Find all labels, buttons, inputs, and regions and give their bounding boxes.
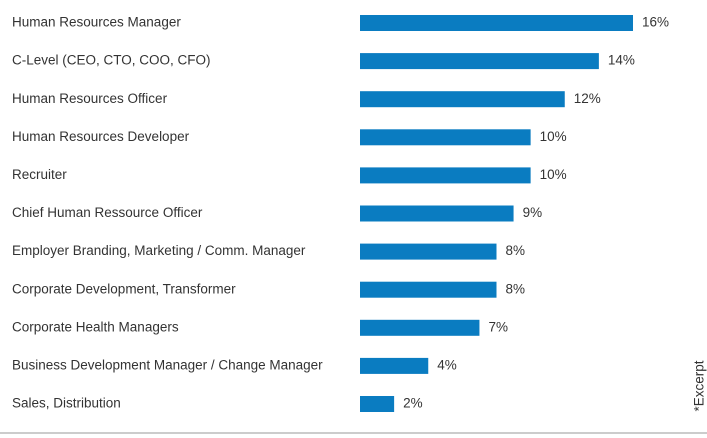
- category-label: Business Development Manager / Change Ma…: [12, 357, 323, 372]
- category-label: C-Level (CEO, CTO, COO, CFO): [12, 53, 211, 68]
- bar: [360, 396, 395, 412]
- value-label: 2%: [403, 396, 423, 411]
- value-label: 16%: [642, 15, 669, 30]
- bar: [360, 281, 497, 298]
- value-label: 8%: [506, 243, 526, 258]
- value-label: 7%: [488, 319, 508, 334]
- bar: [360, 53, 599, 70]
- category-label: Employer Branding, Marketing / Comm. Man…: [12, 243, 306, 258]
- bar: [360, 205, 514, 222]
- bar: [360, 243, 497, 260]
- bar: [360, 357, 429, 374]
- bar: [360, 15, 633, 31]
- value-label: 12%: [574, 91, 601, 106]
- value-label: 10%: [540, 129, 567, 144]
- bar: [360, 129, 531, 146]
- bar: [360, 91, 565, 108]
- value-label: 8%: [506, 281, 526, 296]
- bar: [360, 167, 531, 184]
- category-label: Corporate Health Managers: [12, 319, 179, 334]
- category-label: Human Resources Manager: [12, 15, 181, 30]
- value-label: 14%: [608, 53, 635, 68]
- category-label: Chief Human Ressource Officer: [12, 205, 203, 220]
- note: *Excerpt: [692, 360, 707, 411]
- value-label: 9%: [523, 205, 543, 220]
- category-label: Corporate Development, Transformer: [12, 281, 236, 296]
- category-label: Human Resources Developer: [12, 129, 190, 144]
- category-label: Recruiter: [12, 167, 67, 182]
- bar: [360, 319, 480, 336]
- value-label: 4%: [437, 357, 457, 372]
- category-label: Human Resources Officer: [12, 91, 168, 106]
- value-label: 10%: [540, 167, 567, 182]
- category-label: Sales, Distribution: [12, 396, 121, 411]
